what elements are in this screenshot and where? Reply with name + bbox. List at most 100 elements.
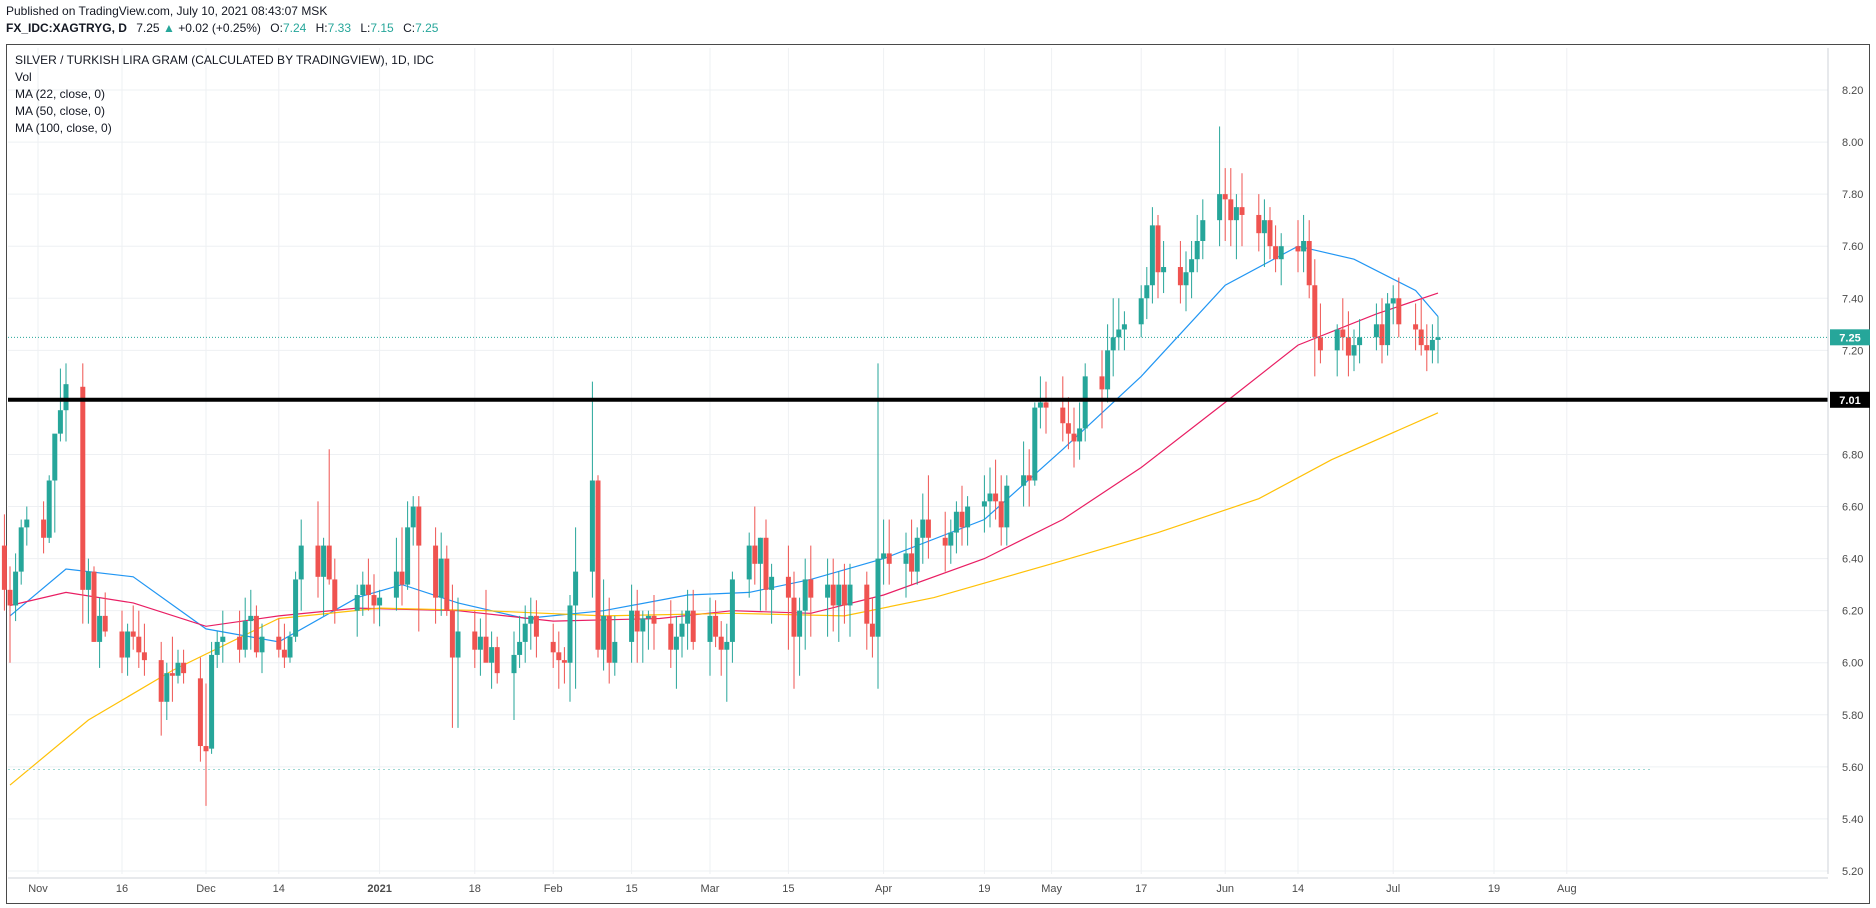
candle [1077,402,1083,460]
candle [769,563,775,624]
candle [685,589,691,650]
candle-body [808,579,814,598]
candle [825,558,831,637]
candle-body [1043,402,1049,408]
candle-body [136,636,142,653]
candle-body [825,584,831,598]
candle [987,467,993,528]
candle-body [1273,246,1279,260]
candle-body [550,641,556,653]
candle-body [416,506,422,546]
candle-body [220,636,226,642]
candle [1379,298,1385,364]
candle-body [237,636,243,650]
candle-body [405,527,411,585]
candle-body [561,660,567,663]
last-price-tag [1830,329,1870,346]
candle [24,506,30,546]
candle-body [1278,246,1284,260]
candle [1121,311,1127,351]
candle [1357,319,1363,364]
candle-body [1228,199,1234,221]
candle [276,618,282,658]
candle-body [511,654,517,674]
candle [371,574,377,624]
grid-lines [8,48,1828,874]
candle [724,623,730,702]
candle-body [91,571,97,642]
candle [102,592,108,637]
candle-body [886,553,892,564]
candle [1340,298,1346,351]
candle [763,519,769,611]
candle [808,545,814,637]
candle-body [57,410,63,434]
candle-body [847,584,853,606]
candle-body [102,615,108,632]
candle [237,610,243,663]
candle [1161,240,1167,294]
candle-body [875,558,881,637]
candle [1004,475,1010,546]
x-tick-label: Jun [1216,883,1234,895]
candle-body [63,384,69,411]
candle-body [757,537,763,564]
candle-body [13,571,19,606]
candle-body [214,641,220,655]
candle [713,600,719,648]
candle-body [1233,207,1239,221]
candle-body [797,610,803,637]
candle [561,647,567,684]
candle [914,527,920,585]
candle-body [1065,423,1071,434]
candle [315,501,321,598]
x-tick-label: 14 [273,883,285,895]
chart-panel[interactable] [6,44,1870,904]
candle-body [690,610,696,642]
candle [847,563,853,637]
candle-body [130,631,136,637]
candle [1228,168,1234,247]
candle [287,631,293,663]
candle [802,558,808,650]
published-note: Published on TradingView.com, July 10, 2… [6,4,328,18]
x-tick-label: 2021 [367,883,391,895]
candle [1256,194,1262,252]
candle [668,600,674,668]
candle-body [1345,337,1351,356]
candle-body [640,618,646,632]
candle-body [634,610,640,632]
candle-body [1105,350,1111,390]
candle [377,589,383,627]
candle [752,506,758,585]
symbol-header: FX_IDC:XAGTRYG, D 7.25 ▲ +0.02 (+0.25%) … [6,21,438,35]
x-tick-label: Mar [701,883,720,895]
candle [1435,316,1441,364]
candle [993,459,999,520]
candle-body [556,652,562,661]
candle-body [942,537,948,546]
candle-body [158,660,164,702]
candle-body [724,641,730,650]
y-tick-label: 5.20 [1842,866,1863,878]
y-tick-label: 8.20 [1842,85,1863,97]
candle [197,657,203,762]
candle [63,363,69,442]
candle [46,475,52,543]
candle-body [1424,345,1430,351]
candle [886,519,892,585]
candle-body [1149,225,1155,286]
candle [158,641,164,736]
candle-body [41,519,47,538]
candle [1037,376,1043,429]
candle [1043,381,1049,434]
candle-body [281,649,287,658]
y-tick-label: 6.40 [1842,554,1863,566]
candle-body [791,597,797,637]
candle-body [1222,194,1228,200]
candle [494,636,500,684]
last-price: 7.25 [136,21,160,35]
candle-body [203,746,209,752]
candle [1267,207,1273,260]
